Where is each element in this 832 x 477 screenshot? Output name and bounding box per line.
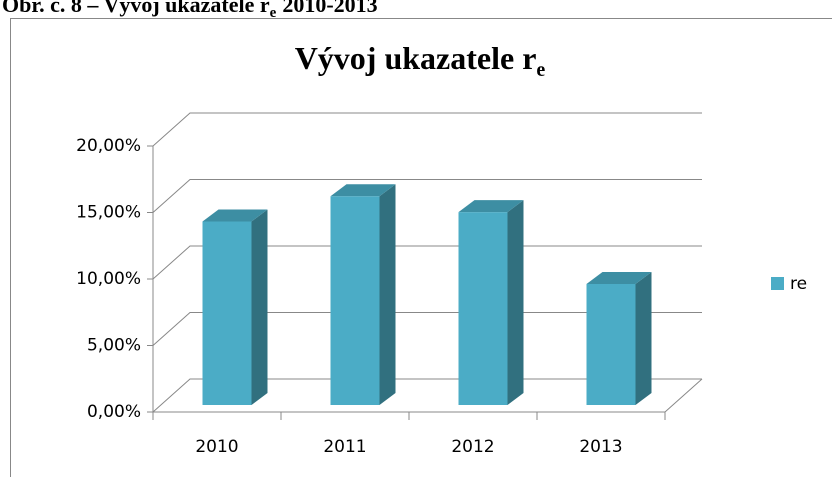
legend-swatch — [771, 277, 784, 290]
caption-text: Obr. č. 8 – Vývoj ukazatele r — [2, 0, 270, 17]
y-tick-label: 0,00% — [87, 402, 141, 422]
title-subscript: e — [536, 59, 545, 81]
bar-side — [507, 200, 524, 405]
grid-line — [152, 112, 702, 147]
x-tick-label: 2012 — [451, 437, 494, 457]
bar-top — [458, 200, 524, 213]
y-tick-label: 5,00% — [87, 336, 141, 356]
bar-front — [586, 283, 636, 405]
bar-top — [330, 184, 396, 197]
x-tick-label: 2010 — [195, 437, 238, 457]
chart-title: Vývoj ukazatele re — [295, 40, 546, 80]
caption: Obr. č. 8 – Vývoj ukazatele re 2010-2013 — [2, 0, 378, 21]
bar — [330, 184, 396, 405]
title-text: Vývoj ukazatele r — [295, 40, 537, 76]
y-tick-label: 10,00% — [76, 269, 141, 289]
bar-side — [379, 184, 396, 405]
bar-front — [202, 221, 252, 405]
y-tick-label: 20,00% — [76, 136, 141, 156]
bar-front — [330, 196, 380, 405]
bar — [202, 209, 268, 405]
bar-side — [251, 209, 268, 405]
x-tick-label: 2011 — [323, 437, 366, 457]
grid-line — [152, 179, 702, 213]
grid-line — [152, 378, 702, 413]
bar — [586, 271, 652, 405]
x-tick-label: 2013 — [579, 437, 622, 457]
bar-front — [458, 212, 508, 405]
bar-top — [202, 209, 268, 222]
bar-side — [635, 271, 652, 405]
legend-label: re — [790, 274, 807, 294]
bar — [458, 200, 524, 405]
grid-line — [152, 245, 702, 280]
caption-end: 2010-2013 — [282, 0, 377, 17]
bar-top — [586, 271, 652, 284]
caption-subscript: e — [270, 5, 277, 21]
grid-line — [152, 312, 702, 346]
y-tick-label: 15,00% — [76, 203, 141, 223]
